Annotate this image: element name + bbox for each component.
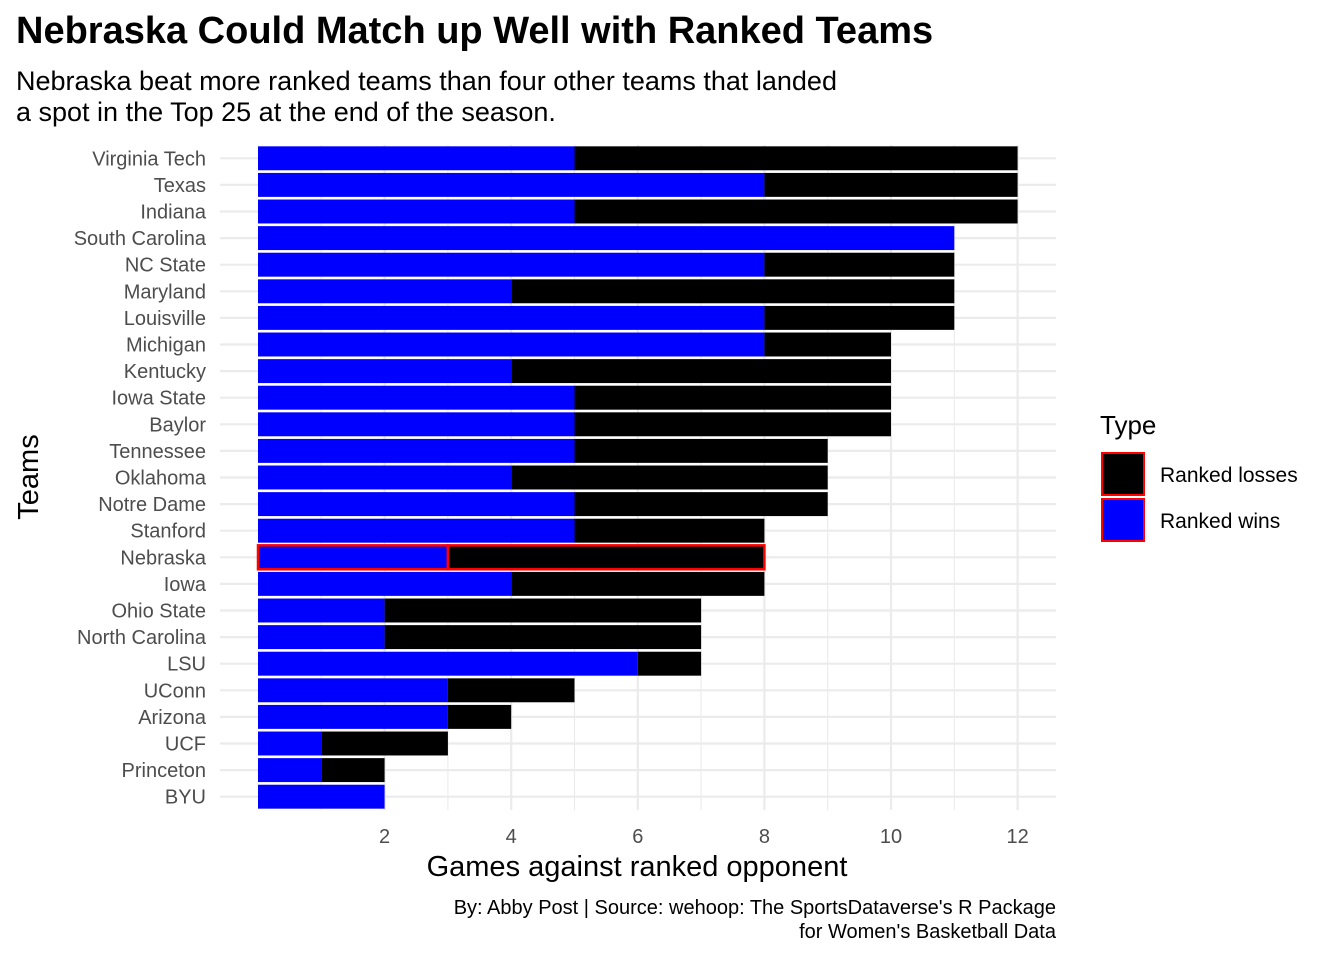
y-tick-label: Princeton <box>122 760 207 782</box>
y-tick-label: Maryland <box>124 281 206 303</box>
subtitle-line-1: Nebraska beat more ranked teams than fou… <box>16 66 837 96</box>
bar-wins-kentucky <box>258 359 512 384</box>
chart-caption: By: Abby Post | Source: wehoop: The Spor… <box>454 896 1056 944</box>
legend-swatch-1 <box>1101 498 1145 542</box>
bar-wins-ucf <box>258 731 322 756</box>
bar-losses-indiana <box>574 199 1018 224</box>
y-tick-label: Tennessee <box>109 441 206 463</box>
y-tick-label: South Carolina <box>74 228 207 250</box>
y-tick-label: Stanford <box>130 521 206 543</box>
bar-losses-maryland <box>511 279 955 304</box>
bar-losses-stanford <box>574 518 765 543</box>
bar-losses-lsu <box>637 651 702 676</box>
bar-wins-oklahoma <box>258 465 512 490</box>
x-tick-label: 10 <box>880 826 902 848</box>
caption-line-1: By: Abby Post | Source: wehoop: The Spor… <box>453 897 1056 919</box>
y-tick-label: Indiana <box>140 202 206 224</box>
bar-losses-tennessee <box>574 438 828 463</box>
bar-wins-indiana <box>258 199 575 224</box>
bar-wins-south-carolina <box>258 226 955 251</box>
y-tick-label: Virginia Tech <box>92 148 206 170</box>
bar-losses-baylor <box>574 412 891 437</box>
bar-wins-texas <box>258 172 765 197</box>
legend-label-0: Ranked losses <box>1160 464 1298 487</box>
bars <box>256 146 1018 809</box>
y-tick-label: Iowa <box>164 574 207 596</box>
bar-wins-stanford <box>258 518 575 543</box>
bar-losses-ohio-state <box>384 598 702 623</box>
bar-wins-nc-state <box>258 252 765 277</box>
x-axis-title: Games against ranked opponent <box>427 851 848 883</box>
bar-wins-maryland <box>258 279 512 304</box>
y-tick-label: Louisville <box>124 308 206 330</box>
bar-losses-nc-state <box>764 252 955 277</box>
x-tick-label: 4 <box>506 826 517 848</box>
y-tick-label: LSU <box>167 654 206 676</box>
y-tick-label: UCF <box>165 734 206 756</box>
y-tick-label: Oklahoma <box>115 468 207 490</box>
x-tick-label: 8 <box>759 826 770 848</box>
bar-losses-iowa-state <box>574 385 891 410</box>
bar-losses-texas <box>764 172 1018 197</box>
bar-wins-lsu <box>258 651 638 676</box>
bar-wins-arizona <box>258 704 448 729</box>
bar-losses-oklahoma <box>511 465 828 490</box>
x-tick-label: 6 <box>632 826 643 848</box>
legend: Type Ranked losses Ranked wins <box>1100 410 1298 542</box>
legend-title: Type <box>1100 410 1156 440</box>
bar-wins-north-carolina <box>258 625 385 650</box>
x-tick-label: 2 <box>379 826 390 848</box>
y-tick-label: Michigan <box>126 335 206 357</box>
y-tick-label: Texas <box>154 175 206 197</box>
bar-losses-kentucky <box>511 359 891 384</box>
y-tick-label: North Carolina <box>77 627 207 649</box>
x-axis-ticks: 2 4 6 8 10 12 <box>379 826 1029 848</box>
legend-label-1: Ranked wins <box>1160 510 1280 533</box>
bar-wins-michigan <box>258 332 765 357</box>
chart-subtitle: Nebraska beat more ranked teams than fou… <box>16 66 976 128</box>
bar-losses-princeton <box>321 758 385 783</box>
y-axis-ticks: Virginia Tech Texas Indiana South Carolina N… <box>74 148 207 808</box>
bar-losses-iowa <box>511 571 765 596</box>
bar-wins-nebraska <box>256 544 450 571</box>
y-tick-label: Iowa State <box>111 388 206 410</box>
bar-wins-byu <box>258 784 385 809</box>
bar-wins-ohio-state <box>258 598 385 623</box>
bar-wins-iowa <box>258 571 512 596</box>
y-tick-label: Notre Dame <box>98 494 206 516</box>
bar-wins-virginia-tech <box>258 146 575 171</box>
bar-losses-nebraska <box>446 544 766 571</box>
chart-title: Nebraska Could Match up Well with Ranked… <box>16 10 934 52</box>
bar-wins-louisville <box>258 305 765 330</box>
bar-losses-notre-dame <box>574 492 828 517</box>
x-tick-label: 12 <box>1006 826 1028 848</box>
bar-losses-louisville <box>764 305 955 330</box>
y-tick-label: Kentucky <box>124 361 206 383</box>
subtitle-line-2: a spot in the Top 25 at the end of the s… <box>16 97 556 127</box>
bar-losses-uconn <box>447 678 575 703</box>
y-tick-label: BYU <box>165 787 206 809</box>
bar-losses-virginia-tech <box>574 146 1018 171</box>
bar-wins-tennessee <box>258 438 575 463</box>
bar-losses-michigan <box>764 332 891 357</box>
bar-losses-ucf <box>321 731 448 756</box>
bar-wins-uconn <box>258 678 448 703</box>
y-tick-label: Arizona <box>138 707 207 729</box>
bar-wins-princeton <box>258 758 322 783</box>
y-tick-label: NC State <box>125 255 206 277</box>
bar-losses-north-carolina <box>384 625 702 650</box>
y-tick-label: UConn <box>144 680 206 702</box>
y-tick-label: Nebraska <box>120 547 206 569</box>
bar-wins-iowa-state <box>258 385 575 410</box>
legend-swatch-0 <box>1101 452 1145 496</box>
y-axis-title: Teams <box>13 434 45 519</box>
bar-wins-notre-dame <box>258 492 575 517</box>
y-tick-label: Ohio State <box>111 601 206 623</box>
bar-wins-baylor <box>258 412 575 437</box>
bar-losses-arizona <box>447 704 512 729</box>
caption-line-2: for Women's Basketball Data <box>799 921 1056 943</box>
y-tick-label: Baylor <box>149 414 206 436</box>
